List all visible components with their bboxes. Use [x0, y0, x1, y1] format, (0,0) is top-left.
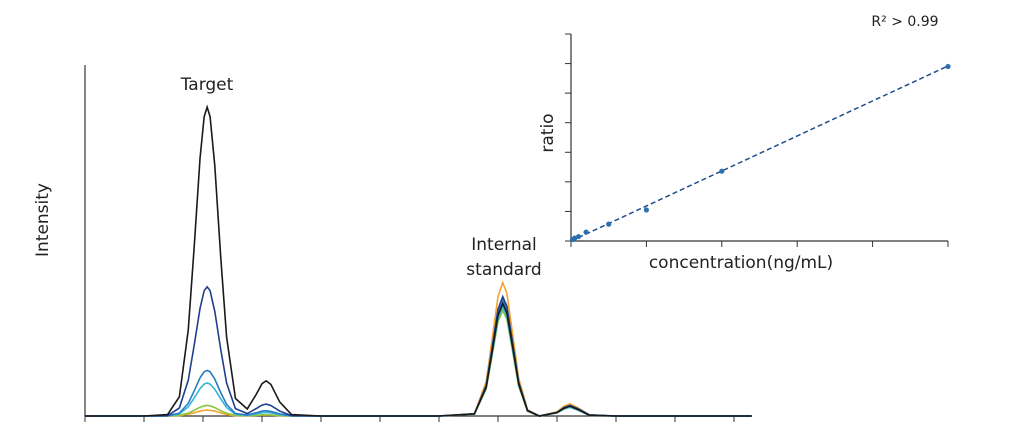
chromatogram-line	[85, 308, 752, 417]
x-axis-label: concentration(ng/mL)	[649, 253, 833, 273]
y-axis-label: Intensity	[33, 183, 53, 257]
chromatogram-line	[85, 104, 752, 417]
data-point	[575, 233, 582, 240]
y-axis-label: ratio	[538, 113, 558, 152]
annotation: Target	[180, 75, 234, 95]
chromatogram-line	[85, 305, 752, 417]
trend-line	[570, 65, 949, 242]
data-point	[583, 229, 589, 235]
data-point	[719, 168, 725, 174]
annotation: standard	[466, 260, 541, 280]
data-point	[643, 207, 650, 213]
data-point	[945, 63, 951, 70]
annotation: R² > 0.99	[871, 14, 938, 30]
data-point	[606, 221, 612, 227]
annotation: Internal	[471, 235, 537, 255]
